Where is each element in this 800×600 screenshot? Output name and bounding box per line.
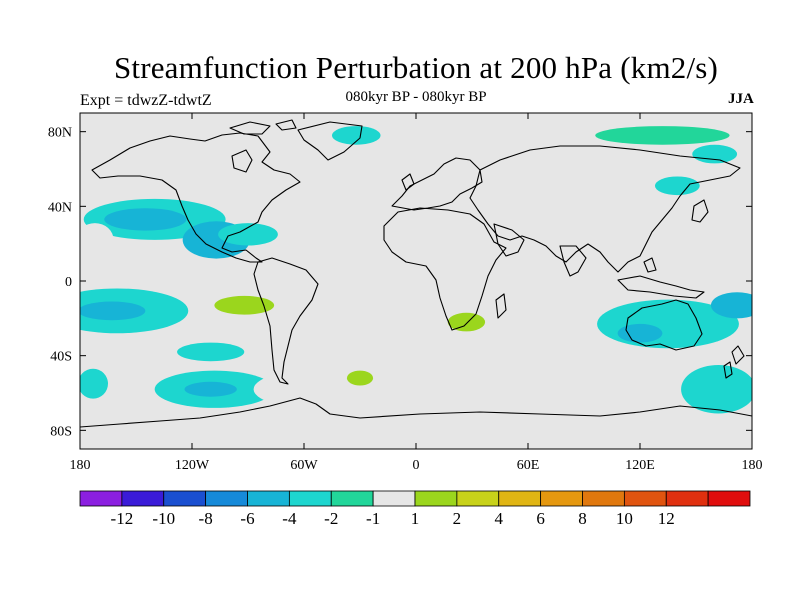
coast-south-america bbox=[253, 257, 319, 385]
colorbar-label: 1 bbox=[411, 509, 420, 528]
colorbar-swatch bbox=[665, 490, 709, 507]
map-title: Streamfunction Perturbation at 200 hPa (… bbox=[113, 50, 719, 85]
contour-region bbox=[80, 368, 108, 399]
coast-arabia bbox=[493, 223, 525, 257]
colorbar-swatch bbox=[498, 490, 542, 507]
colorbar-label: -1 bbox=[366, 509, 380, 528]
x-tick-label: 0 bbox=[413, 458, 420, 473]
colorbar-label: -12 bbox=[111, 509, 134, 528]
y-tick-label: 80S bbox=[50, 424, 72, 439]
colorbar-swatch bbox=[121, 490, 165, 507]
coast-greenland bbox=[297, 121, 363, 161]
contour-region bbox=[436, 294, 527, 336]
colorbar-label: -4 bbox=[282, 509, 297, 528]
colorbar-swatch bbox=[79, 490, 123, 507]
contour-region bbox=[617, 323, 663, 343]
colorbar: -12 -10 -8 -6 -4 -2 -1 1 2 4 6 8 10 12 bbox=[79, 490, 751, 528]
experiment-label: Expt = tdwzZ-tdwtZ bbox=[80, 92, 212, 109]
colorbar-label: 2 bbox=[453, 509, 462, 528]
contour-region bbox=[104, 208, 187, 231]
coast-uk bbox=[401, 173, 415, 191]
colorbar-swatch bbox=[372, 490, 416, 507]
y-tick-label: 40N bbox=[48, 200, 72, 215]
contour-fill-layer bbox=[80, 126, 752, 414]
season-label: JJA bbox=[728, 91, 754, 107]
colorbar-swatch bbox=[247, 490, 290, 507]
contour-region bbox=[710, 292, 752, 319]
x-tick-label: 60E bbox=[517, 458, 540, 473]
colorbar-label: 12 bbox=[658, 509, 675, 528]
contour-region bbox=[332, 126, 381, 145]
coast-india bbox=[559, 245, 587, 277]
colorbar-label: -6 bbox=[240, 509, 254, 528]
coast-new-zealand bbox=[723, 345, 745, 379]
contour-region bbox=[595, 126, 730, 145]
colorbar-swatch bbox=[540, 490, 583, 507]
colorbar-swatch bbox=[330, 490, 374, 507]
contour-region bbox=[681, 365, 752, 414]
coast-north-america bbox=[91, 132, 301, 263]
axis-layer: 180 120W 60W 0 60E 120E 180 80N 40N 0 40S 80S bbox=[48, 113, 763, 473]
colorbar-label: -2 bbox=[324, 509, 338, 528]
x-tick-label: 180 bbox=[70, 458, 91, 473]
coast-japan bbox=[691, 199, 709, 223]
colorbar-swatch bbox=[414, 490, 458, 507]
coast-antarctica bbox=[80, 397, 752, 428]
coast-madagascar bbox=[495, 293, 507, 319]
y-tick-label: 0 bbox=[65, 275, 72, 290]
coast-arctic-islands bbox=[229, 119, 297, 135]
contour-region bbox=[218, 223, 278, 246]
coast-africa bbox=[383, 207, 507, 331]
contour-region bbox=[401, 152, 484, 194]
x-tick-label: 180 bbox=[742, 458, 763, 473]
colorbar-swatch bbox=[623, 490, 667, 507]
contour-region bbox=[253, 365, 448, 414]
colorbar-swatch bbox=[582, 490, 625, 507]
colorbar-label: 10 bbox=[616, 509, 633, 528]
colorbar-label: -8 bbox=[199, 509, 213, 528]
coast-hudson-bay bbox=[231, 149, 253, 173]
colorbar-swatch bbox=[205, 490, 248, 507]
colorbar-swatch bbox=[163, 490, 207, 507]
contour-region bbox=[447, 312, 486, 332]
contour-region bbox=[184, 381, 237, 397]
contour-region bbox=[80, 223, 114, 257]
y-tick-label: 40S bbox=[50, 350, 72, 365]
colorbar-swatch bbox=[288, 490, 332, 507]
coast-australia bbox=[625, 299, 703, 351]
colorbar-label: 6 bbox=[536, 509, 545, 528]
contour-region bbox=[80, 301, 146, 321]
x-tick-label: 120W bbox=[175, 458, 210, 473]
contour-region bbox=[531, 202, 749, 237]
contour-region bbox=[346, 370, 374, 386]
contour-region bbox=[177, 342, 245, 362]
colorbar-label: 4 bbox=[495, 509, 504, 528]
x-tick-label: 60W bbox=[290, 458, 318, 473]
colorbar-label: -10 bbox=[152, 509, 175, 528]
coast-southeast-asia-islands bbox=[617, 257, 705, 299]
contour-region bbox=[692, 144, 738, 164]
colorbar-swatch bbox=[456, 490, 500, 507]
contour-region bbox=[654, 176, 700, 196]
x-tick-label: 120E bbox=[625, 458, 655, 473]
y-tick-label: 80N bbox=[48, 126, 72, 141]
map-subtitle: 080kyr BP - 080kyr BP bbox=[345, 89, 487, 105]
colorbar-label: 8 bbox=[578, 509, 587, 528]
coastline-layer bbox=[80, 119, 752, 428]
contour-region bbox=[214, 295, 275, 315]
coast-asia bbox=[469, 145, 741, 273]
colorbar-swatch bbox=[707, 490, 751, 507]
